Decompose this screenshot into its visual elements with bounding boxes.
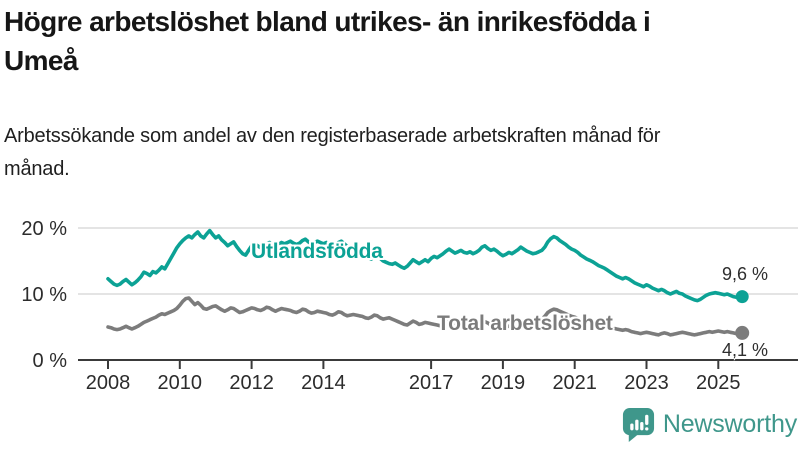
series-label-utlandsfodda: Utlandsfödda: [251, 240, 383, 263]
y-tick-label: 10 %: [21, 284, 67, 306]
page-title: Högre arbetslöshet bland utrikes- än inr…: [4, 6, 651, 76]
line-total-arbetsloshet: [106, 296, 744, 337]
y-axis-labels: 0 % 10 % 20 %: [21, 218, 67, 372]
x-tick-label: 2014: [301, 372, 346, 394]
line-chart: 0 % 10 % 20 % 2008 2010 2012 2014 2017 2019 2021…: [21, 218, 798, 394]
x-tick-label: 2021: [552, 372, 597, 394]
x-tick-label: 2008: [86, 372, 131, 394]
x-tick-label: 2019: [481, 372, 526, 394]
newsworthy-logo-icon: [622, 407, 654, 442]
series-label-total-arbetsloshet: Total arbetslöshet: [437, 312, 613, 335]
end-value-utlandsfodda: 9,6 %: [721, 264, 768, 284]
x-tick-label: 2017: [409, 372, 454, 394]
line-utlandsfodda: [106, 228, 744, 303]
x-tick-label: 2023: [624, 372, 669, 394]
newsworthy-wordmark: Newsworthy: [662, 409, 797, 438]
x-axis: 2008 2010 2012 2014 2017 2019 2021 2023 2025: [78, 359, 798, 394]
end-dot-utlandsfodda: [735, 290, 749, 304]
x-tick-label: 2025: [696, 372, 741, 394]
chart-subtitle: Arbetssökande som andel av den registerb…: [4, 125, 661, 180]
y-tick-label: 0 %: [33, 350, 68, 372]
end-value-total: 4,1 %: [721, 340, 768, 360]
y-tick-label: 20 %: [21, 218, 67, 240]
end-dot-total: [735, 325, 750, 340]
newsworthy-logo[interactable]: Newsworthy: [621, 405, 797, 443]
x-tick-label: 2010: [158, 372, 203, 394]
x-tick-label: 2012: [229, 372, 274, 394]
